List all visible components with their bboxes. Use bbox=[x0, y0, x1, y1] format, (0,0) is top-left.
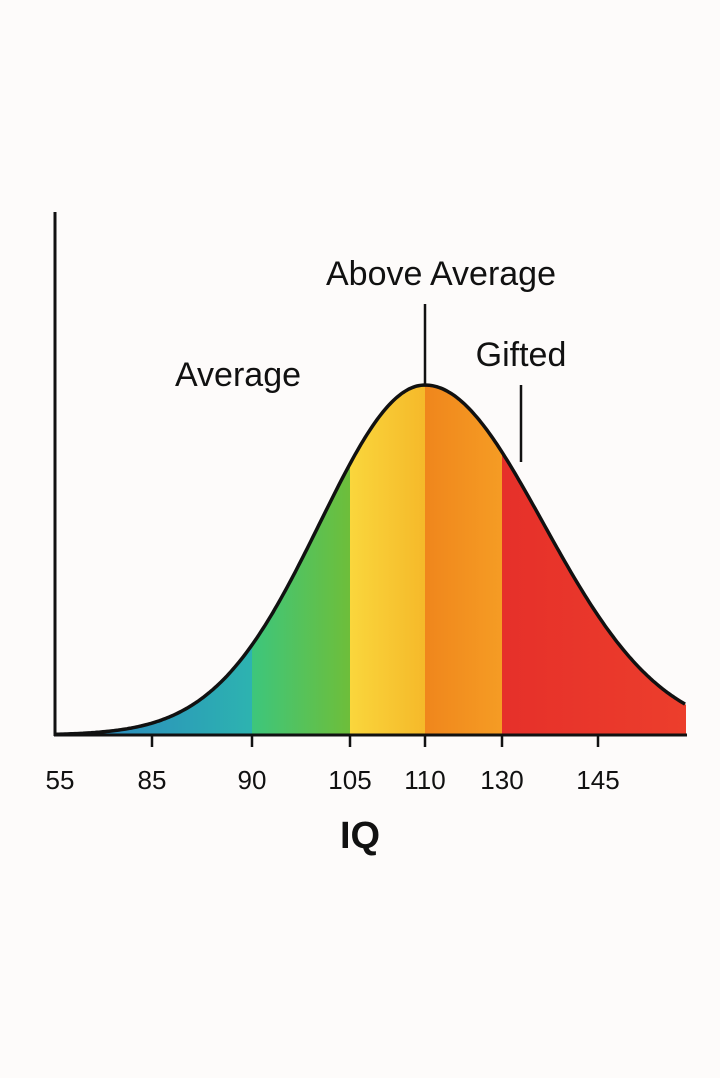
x-tick-label-105: 105 bbox=[328, 765, 371, 795]
annotation-average: Average bbox=[175, 356, 301, 394]
curve-bands bbox=[55, 385, 686, 735]
annotation-gifted: Gifted bbox=[476, 336, 567, 374]
annotation-above-average: Above Average bbox=[326, 255, 556, 293]
x-tick-label-145: 145 bbox=[576, 765, 619, 795]
x-tick-label-110: 110 bbox=[404, 765, 445, 795]
band-105-110 bbox=[350, 385, 425, 735]
band-90-105 bbox=[252, 463, 350, 735]
x-tick-label-130: 130 bbox=[480, 765, 523, 795]
band-130-end bbox=[502, 452, 686, 735]
band-110-130 bbox=[425, 385, 502, 735]
x-tick-label-90: 90 bbox=[238, 765, 267, 795]
x-tick-label-85: 85 bbox=[138, 765, 167, 795]
bell-curve-outline bbox=[54, 383, 686, 737]
band-55-90 bbox=[55, 644, 252, 735]
x-tick-label-55: 55 bbox=[46, 765, 75, 795]
x-axis-title: IQ bbox=[340, 815, 380, 857]
